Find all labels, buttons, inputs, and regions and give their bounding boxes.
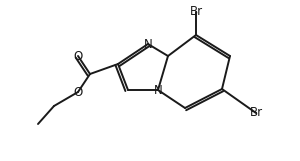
Text: N: N: [144, 38, 152, 51]
Text: O: O: [74, 85, 82, 99]
Text: Br: Br: [249, 106, 262, 119]
Text: Br: Br: [189, 5, 203, 18]
Text: O: O: [74, 49, 82, 62]
Text: N: N: [154, 84, 162, 96]
